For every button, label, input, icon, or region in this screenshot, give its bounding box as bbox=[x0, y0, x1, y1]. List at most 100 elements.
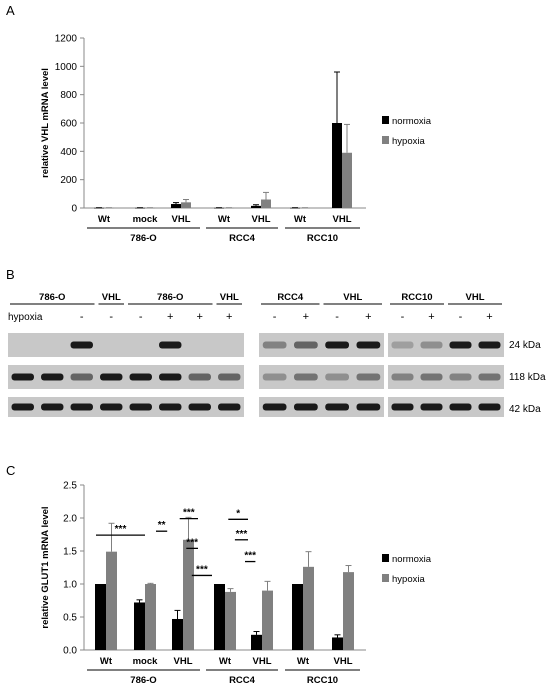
blot-band bbox=[449, 403, 472, 411]
y-tick-label: 1200 bbox=[55, 34, 78, 45]
blot-band bbox=[294, 403, 318, 411]
blot-band bbox=[159, 341, 182, 349]
blot-band bbox=[420, 403, 443, 411]
blot-band bbox=[420, 373, 443, 381]
blot-band bbox=[188, 373, 211, 381]
hypoxia-mark: - bbox=[401, 311, 405, 323]
legend-swatch bbox=[382, 554, 389, 562]
hypoxia-mark: - bbox=[459, 311, 463, 323]
x-category-label: mock bbox=[133, 214, 159, 225]
blot-band bbox=[218, 403, 241, 411]
blot-band bbox=[391, 341, 414, 349]
x-category-label: Wt bbox=[297, 656, 310, 667]
panel-letter-b: B bbox=[6, 267, 15, 282]
blot-band bbox=[356, 373, 381, 381]
blot-header: RCC10 bbox=[401, 292, 432, 303]
bar-hypoxia-6 bbox=[342, 152, 352, 208]
hypoxia-mark: - bbox=[109, 311, 113, 323]
y-axis-title: relative VHL mRNA level bbox=[40, 68, 51, 178]
blot-band bbox=[478, 403, 501, 411]
significance-label: *** bbox=[183, 508, 195, 519]
legend: normoxia hypoxia bbox=[382, 554, 432, 585]
bar-hypoxia-4 bbox=[262, 590, 273, 650]
x-category-label: Wt bbox=[219, 656, 232, 667]
bar-normoxia-6 bbox=[332, 637, 343, 650]
blot-band bbox=[262, 373, 287, 381]
bar-hypoxia-3 bbox=[225, 591, 236, 650]
bar-normoxia-4 bbox=[251, 634, 262, 650]
x-category-label: VHL bbox=[253, 656, 272, 667]
y-tick-label: 0.5 bbox=[63, 613, 77, 624]
x-category-label: Wt bbox=[100, 656, 113, 667]
blot-band bbox=[325, 403, 349, 411]
hypoxia-mark: + bbox=[365, 311, 371, 323]
blot-band bbox=[325, 341, 349, 349]
blot-band bbox=[478, 341, 501, 349]
bar-hypoxia-4 bbox=[261, 199, 271, 208]
blot-header: VHL bbox=[466, 292, 485, 303]
legend: normoxia hypoxia bbox=[382, 116, 432, 147]
bar-hypoxia-5 bbox=[303, 566, 314, 650]
x-category-label: Wt bbox=[218, 214, 231, 225]
significance-label: *** bbox=[236, 529, 248, 540]
y-tick-label: 2.5 bbox=[63, 481, 77, 492]
x-category-label: Wt bbox=[98, 214, 111, 225]
blot-band bbox=[11, 373, 34, 381]
significance-label: ** bbox=[158, 520, 166, 531]
blot-band bbox=[420, 341, 443, 349]
hypoxia-mark: - bbox=[335, 311, 339, 323]
legend-label: hypoxia bbox=[392, 136, 425, 147]
y-tick-label: 1.5 bbox=[63, 547, 77, 558]
blot-header: 786-O bbox=[39, 292, 65, 303]
bar-normoxia-4 bbox=[251, 205, 261, 208]
blot-band bbox=[100, 403, 123, 411]
x-group-label: RCC4 bbox=[229, 233, 256, 244]
chart-c: 0.0 0.5 1.0 1.5 2.0 2.5 relative GLUT1 mRNA le… bbox=[40, 481, 366, 684]
blot-band bbox=[262, 403, 287, 411]
bar-normoxia-3 bbox=[214, 584, 225, 650]
blot-band bbox=[70, 373, 93, 381]
y-axis-title: relative GLUT1 mRNA level bbox=[40, 506, 51, 628]
hypoxia-mark: + bbox=[303, 311, 309, 323]
blot-band bbox=[262, 341, 287, 349]
hypoxia-mark: - bbox=[139, 311, 143, 323]
bar-hypoxia-2 bbox=[183, 539, 194, 650]
x-group-label: RCC10 bbox=[307, 675, 338, 684]
hypoxia-row-label: hypoxia bbox=[8, 312, 43, 323]
blot-header: 786-O bbox=[157, 292, 183, 303]
blot-band bbox=[294, 373, 318, 381]
y-tick-label: 1.0 bbox=[63, 580, 77, 591]
bar-normoxia-6 bbox=[332, 123, 342, 208]
blot-band bbox=[100, 373, 123, 381]
y-tick-label: 2.0 bbox=[63, 514, 77, 525]
legend-label: normoxia bbox=[392, 554, 432, 565]
blot-band bbox=[449, 373, 472, 381]
bar-normoxia-5 bbox=[292, 584, 303, 650]
blot-right: RCC10 VHL- + - + bbox=[388, 292, 504, 417]
blot-strip bbox=[259, 365, 384, 389]
blot-band bbox=[391, 403, 414, 411]
significance-label: *** bbox=[196, 564, 208, 575]
blot-band bbox=[159, 403, 182, 411]
x-category-label: VHL bbox=[172, 214, 191, 225]
hypoxia-mark: + bbox=[226, 311, 232, 323]
blot-band bbox=[356, 341, 381, 349]
blot-header: VHL bbox=[102, 292, 121, 303]
hypoxia-mark: + bbox=[197, 311, 203, 323]
hypoxia-mark: - bbox=[273, 311, 277, 323]
y-tick-label: 0.0 bbox=[63, 646, 77, 657]
bar-hypoxia-0 bbox=[106, 551, 117, 650]
blot-band bbox=[218, 373, 241, 381]
blot-band bbox=[188, 403, 211, 411]
panel-letter-c: C bbox=[6, 463, 15, 478]
x-category-label: Wt bbox=[294, 214, 307, 225]
legend-label: hypoxia bbox=[392, 574, 425, 585]
bar-normoxia-0 bbox=[95, 584, 106, 650]
bar-hypoxia-6 bbox=[343, 572, 354, 650]
blot-strip bbox=[8, 333, 244, 357]
x-group-label: RCC4 bbox=[229, 675, 256, 684]
blot-band bbox=[41, 373, 64, 381]
x-category-label: VHL bbox=[333, 214, 352, 225]
kda-label: 118 kDa bbox=[509, 372, 546, 383]
